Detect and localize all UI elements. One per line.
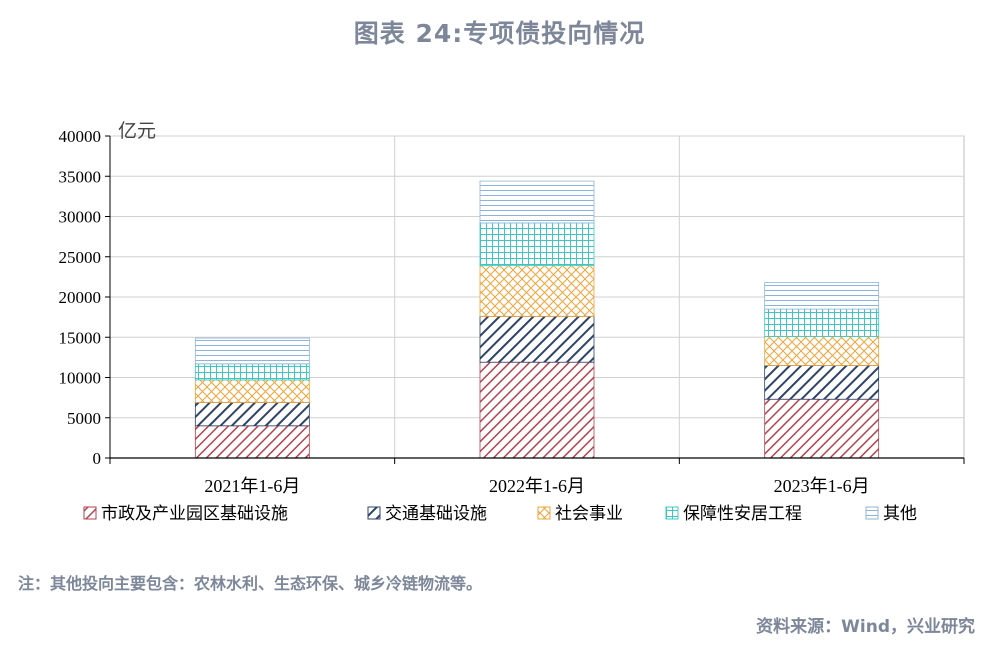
bar-segment (764, 282, 880, 310)
legend: 市政及产业园区基础设施 交通基础设施 社会事业 保障性安居工程 其他 (83, 504, 917, 524)
axes: 0 5000 10000 15000 20000 25000 30000 35000 40000… (59, 120, 965, 496)
y-tick-label: 25000 (59, 248, 102, 267)
bar-segment (194, 425, 310, 459)
bar-segment (764, 365, 880, 400)
y-tick-label: 35000 (59, 167, 102, 186)
bar-segment (479, 315, 595, 363)
y-unit-label: 亿元 (118, 120, 156, 142)
legend-label: 市政及产业园区基础设施 (101, 504, 288, 524)
bar-segment (764, 336, 880, 366)
y-tick-label: 0 (93, 449, 102, 468)
bar-segment (194, 379, 310, 403)
y-tick-label: 30000 (59, 208, 102, 227)
bar-segment (479, 222, 595, 267)
source-note: 资料来源：Wind，兴业研究 (756, 617, 975, 637)
y-tick-label: 40000 (59, 127, 102, 146)
legend-label: 社会事业 (555, 504, 623, 524)
bar-segment (194, 337, 310, 365)
legend-swatch (367, 506, 381, 520)
legend-swatch (865, 506, 879, 520)
bar-segment (764, 308, 880, 337)
bar-segment (764, 398, 880, 459)
y-tick-label: 20000 (59, 288, 102, 307)
legend-swatch (537, 506, 551, 520)
bar-segment (479, 265, 595, 317)
legend-swatch (83, 506, 97, 520)
chart-title: 图表 24:专项债投向情况 (353, 19, 646, 48)
x-tick-label: 2021年1-6月 (204, 476, 300, 496)
bar-segment (479, 180, 595, 224)
y-tick-label: 5000 (67, 409, 101, 428)
y-tick-label: 10000 (59, 369, 102, 388)
bar-segment (479, 361, 595, 459)
legend-swatch (665, 506, 679, 520)
x-tick-label: 2023年1-6月 (774, 476, 870, 496)
legend-label: 其他 (883, 504, 917, 524)
bar-segment (194, 363, 310, 381)
legend-label: 交通基础设施 (385, 504, 487, 524)
bars (194, 180, 880, 459)
y-tick-label: 15000 (59, 328, 102, 347)
bar-segment (194, 402, 310, 427)
legend-label: 保障性安居工程 (683, 504, 802, 524)
footnote: 注：其他投向主要包含：农林水利、生态环保、城乡冷链物流等。 (18, 574, 483, 593)
x-tick-label: 2022年1-6月 (489, 476, 585, 496)
